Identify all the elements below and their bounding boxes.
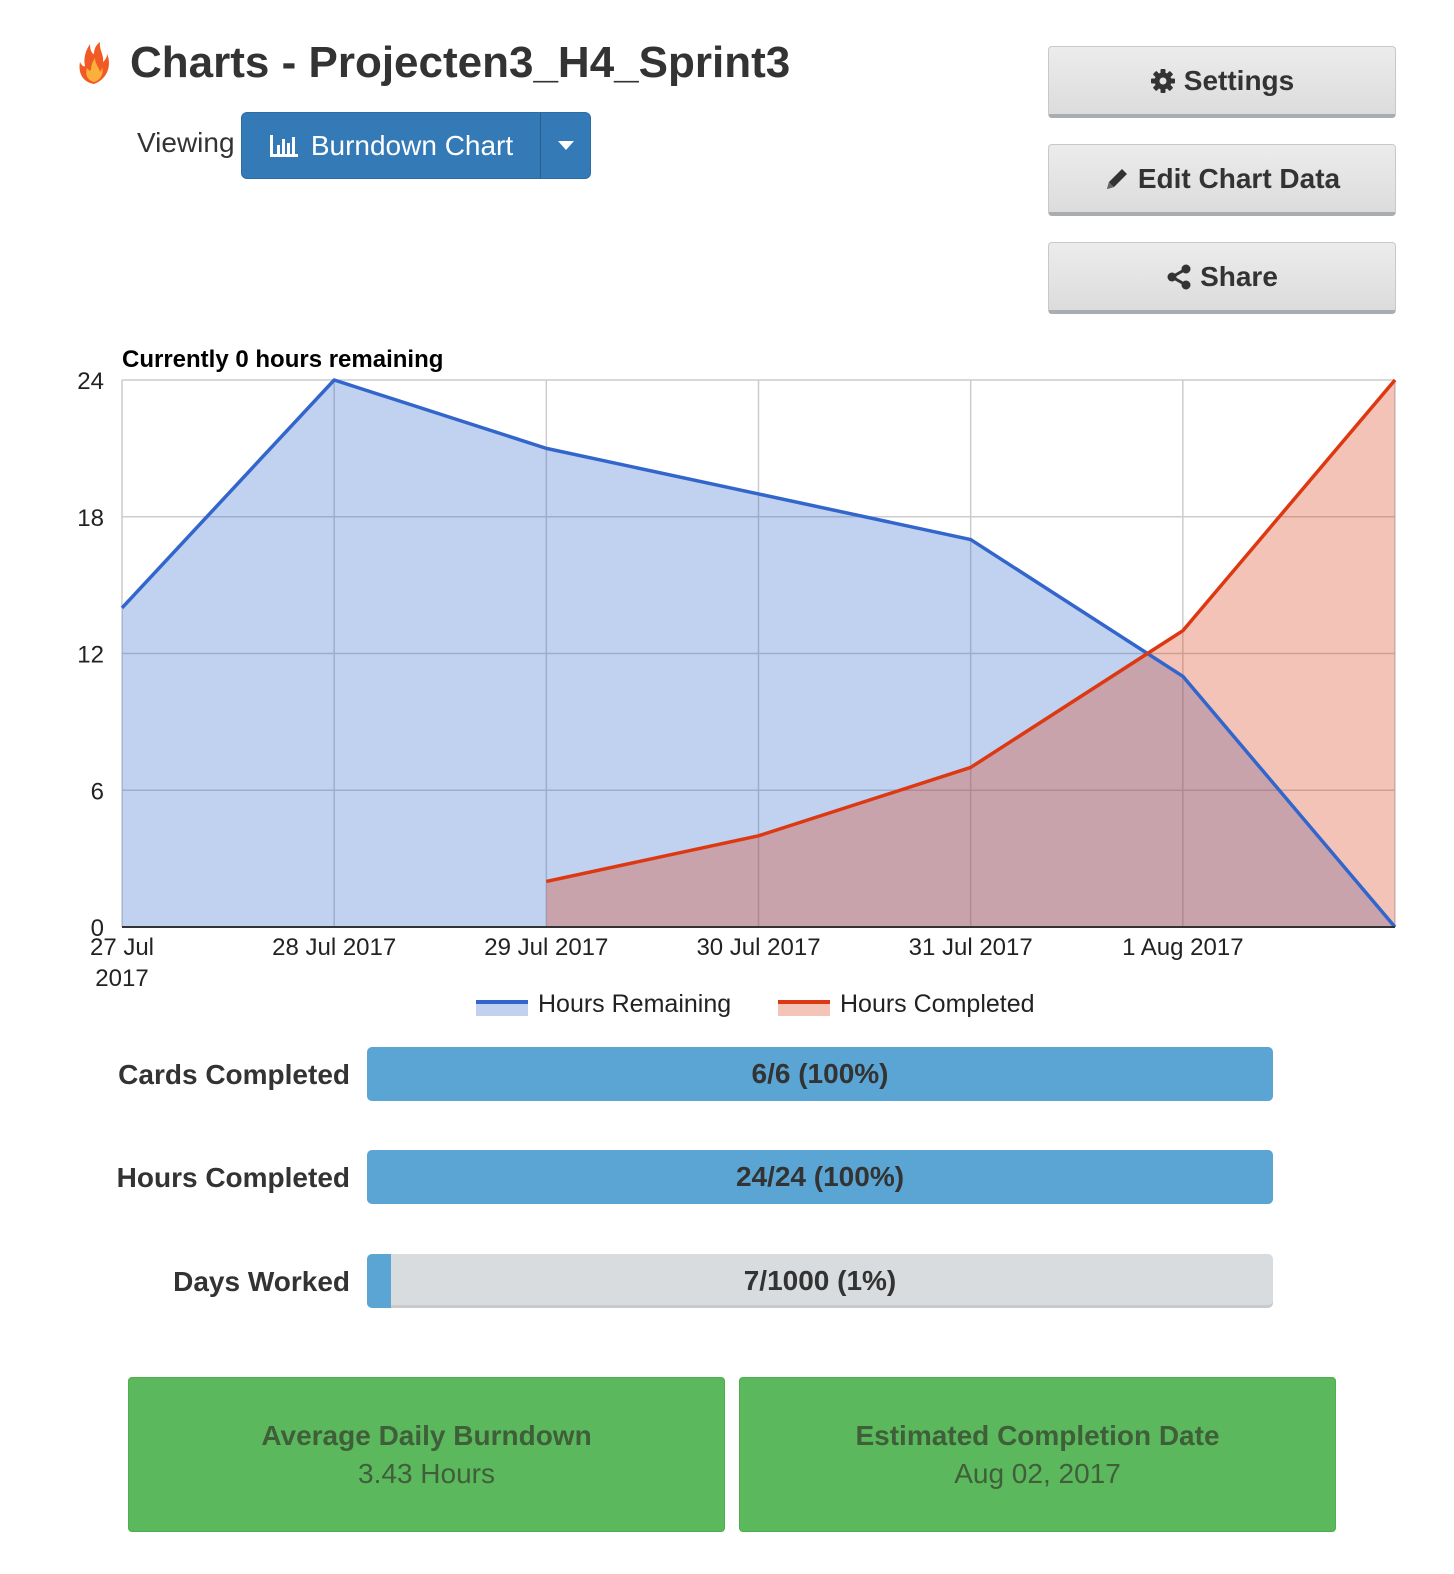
burndown-chart: Currently 0 hours remaining 0 6 12 18 24 27 Ju… [77,346,1397,1018]
legend-swatch [476,1002,528,1016]
stat-title: Estimated Completion Date [855,1419,1220,1451]
series-area [546,380,1395,927]
legend-swatch [778,1002,830,1016]
progress-label: Hours Completed [116,1162,350,1193]
gear-icon [1150,68,1175,93]
share-icon [1167,264,1191,289]
x-tick-label: 28 Jul 2017 [272,934,396,961]
stat-title: Average Daily Burndown [261,1419,592,1451]
bar-chart-icon [269,134,298,157]
progress-text: 6/6 (100%) [751,1058,889,1089]
progress-fill [367,1254,391,1308]
legend-label: Hours Remaining [538,990,731,1018]
x-tick-label: 31 Jul 2017 [909,934,1033,961]
chart-type-button[interactable]: Burndown Chart [242,113,540,178]
progress-fill [367,1150,1273,1204]
stat-value: 3.43 Hours [358,1457,495,1489]
x-tick-label: 29 Jul 2017 [484,934,608,961]
edit-chart-data-label: Edit Chart Data [1137,162,1341,194]
y-tick-label: 0 [91,915,104,942]
stat-value: Aug 02, 2017 [954,1457,1121,1489]
flame-logo-icon [79,42,109,84]
viewing-label: Viewing [137,127,235,158]
progress-bar: 6/6 (100%) [367,1047,1273,1101]
pencil-icon [1106,168,1127,189]
x-tick-label: 27 Jul 2017 [90,934,154,992]
share-label: Share [1200,260,1278,292]
x-tick-label: 1 Aug 2017 [1122,934,1243,961]
progress-bar: 7/1000 (1%) [367,1254,1273,1308]
share-button[interactable]: Share [1048,242,1396,314]
chart-title: Currently 0 hours remaining [122,346,443,373]
progress-fill [367,1047,1273,1101]
progress-label: Cards Completed [118,1059,350,1090]
y-tick-label: 18 [77,505,104,532]
y-tick-label: 6 [91,778,104,805]
chart-type-dropdown[interactable]: Burndown Chart [241,112,591,179]
edit-chart-data-button[interactable]: Edit Chart Data [1048,144,1396,216]
progress-text: 7/1000 (1%) [743,1265,897,1296]
settings-label: Settings [1183,64,1295,96]
estimated-completion-date-box: Estimated Completion Date Aug 02, 2017 [739,1377,1336,1532]
y-tick-label: 12 [77,642,104,669]
series-line [545,378,1397,884]
chart-type-label: Burndown Chart [310,129,514,161]
series-area [122,380,1395,927]
dropdown-toggle[interactable] [540,113,591,178]
series-line [120,378,1397,929]
y-tick-label: 24 [77,368,104,395]
progress-bar: 24/24 (100%) [367,1150,1273,1204]
caret-down-icon [558,141,574,150]
progress-text: 24/24 (100%) [735,1161,905,1192]
legend-label: Hours Completed [840,990,1035,1018]
progress-label: Days Worked [173,1266,350,1297]
settings-button[interactable]: Settings [1048,46,1396,118]
average-daily-burndown-box: Average Daily Burndown 3.43 Hours [128,1377,725,1532]
x-tick-label: 30 Jul 2017 [696,934,820,961]
page-title: Charts - Projecten3_H4_Sprint3 [130,38,791,87]
